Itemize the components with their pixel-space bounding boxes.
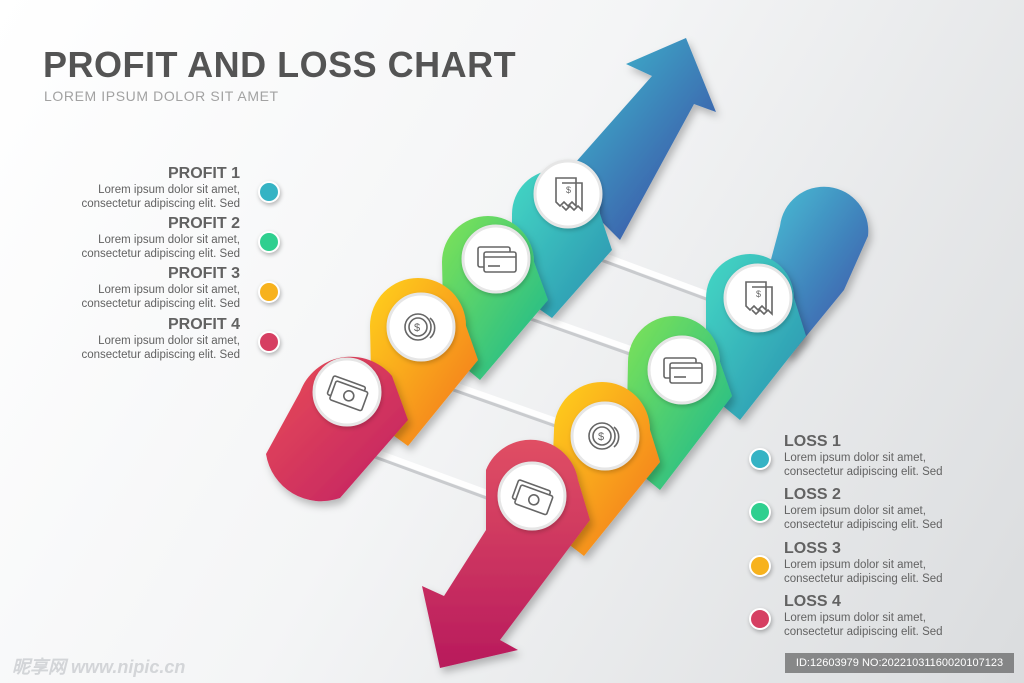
loss-2-dot — [749, 501, 771, 523]
loss-item-text-1: Lorem ipsum dolor sit amet, — [784, 612, 926, 624]
profit-3-dot — [258, 281, 280, 303]
loss-item-title: LOSS 2 — [784, 486, 841, 503]
loss-item-2: LOSS 2 Lorem ipsum dolor sit amet, conse… — [784, 485, 943, 532]
profit-item-title: PROFIT 2 — [167, 215, 240, 232]
profit-badge-1: $ — [533, 159, 603, 229]
loss-1-dot — [749, 448, 771, 470]
coin-icon: $ — [588, 422, 620, 450]
loss-badge-1: $ — [723, 263, 793, 333]
svg-text:$: $ — [566, 185, 571, 195]
svg-text:$: $ — [414, 322, 420, 334]
profit-badge-3: $ — [386, 292, 456, 362]
profit-item-title: PROFIT 4 — [167, 316, 240, 333]
profit-item-title: PROFIT 1 — [167, 165, 240, 182]
watermark-logo: 昵享网 www.nipic.cn — [12, 657, 186, 677]
profit-item-text-2: consectetur adipiscing elit. Sed — [81, 198, 240, 210]
profit-4-dot — [258, 331, 280, 353]
profit-item-text-2: consectetur adipiscing elit. Sed — [81, 349, 240, 361]
profit-item-text-1: Lorem ipsum dolor sit amet, — [98, 234, 240, 246]
loss-item-title: LOSS 1 — [784, 433, 841, 450]
loss-item-text-2: consectetur adipiscing elit. Sed — [784, 466, 943, 478]
loss-item-text-2: consectetur adipiscing elit. Sed — [784, 626, 943, 638]
profit-item-text-1: Lorem ipsum dolor sit amet, — [98, 335, 240, 347]
profit-item-text-1: Lorem ipsum dolor sit amet, — [98, 184, 240, 196]
loss-badge-3: $ — [570, 401, 640, 471]
profit-item-text-2: consectetur adipiscing elit. Sed — [81, 248, 240, 260]
page-subtitle: LOREM IPSUM DOLOR SIT AMET — [44, 88, 279, 104]
profit-2-dot — [258, 231, 280, 253]
banknote-icon — [326, 375, 369, 412]
loss-item-text-1: Lorem ipsum dolor sit amet, — [784, 559, 926, 571]
profit-1-dot — [258, 181, 280, 203]
loss-item-4: LOSS 4 Lorem ipsum dolor sit amet, conse… — [784, 592, 943, 639]
credit-card-icon — [477, 246, 517, 273]
profit-item-text-1: Lorem ipsum dolor sit amet, — [98, 284, 240, 296]
svg-text:$: $ — [598, 431, 604, 443]
coin-icon: $ — [404, 313, 436, 341]
loss-3-dot — [749, 555, 771, 577]
banknote-icon — [511, 479, 554, 516]
loss-item-title: LOSS 4 — [784, 593, 841, 610]
loss-item-1: LOSS 1 Lorem ipsum dolor sit amet, conse… — [784, 432, 943, 479]
profit-item-text-2: consectetur adipiscing elit. Sed — [81, 298, 240, 310]
svg-text:$: $ — [756, 289, 761, 299]
profit-item-title: PROFIT 3 — [167, 265, 240, 282]
profit-item-3: PROFIT 3 Lorem ipsum dolor sit amet, con… — [81, 264, 240, 311]
loss-4-dot — [749, 608, 771, 630]
profit-item-4: PROFIT 4 Lorem ipsum dolor sit amet, con… — [81, 315, 240, 362]
loss-badge-2 — [647, 335, 717, 405]
profit-badge-2 — [461, 224, 531, 294]
loss-item-3: LOSS 3 Lorem ipsum dolor sit amet, conse… — [784, 539, 943, 586]
loss-item-text-2: consectetur adipiscing elit. Sed — [784, 519, 943, 531]
loss-item-text-1: Lorem ipsum dolor sit amet, — [784, 452, 926, 464]
badges: $ $ — [312, 159, 793, 531]
receipt-icon: $ — [745, 281, 773, 316]
profit-item-2: PROFIT 2 Lorem ipsum dolor sit amet, con… — [81, 214, 240, 261]
page-title: PROFIT AND LOSS CHART — [43, 44, 517, 85]
loss-badge-4 — [497, 461, 567, 531]
profit-item-1: PROFIT 1 Lorem ipsum dolor sit amet, con… — [81, 164, 240, 211]
loss-item-text-2: consectetur adipiscing elit. Sed — [784, 573, 943, 585]
loss-item-text-1: Lorem ipsum dolor sit amet, — [784, 505, 926, 517]
receipt-icon: $ — [555, 177, 583, 212]
watermark-id: ID:12603979 NO:20221031160020107123 — [785, 653, 1014, 673]
loss-item-title: LOSS 3 — [784, 540, 841, 557]
profit-badge-4 — [312, 357, 382, 427]
credit-card-icon — [663, 357, 703, 384]
